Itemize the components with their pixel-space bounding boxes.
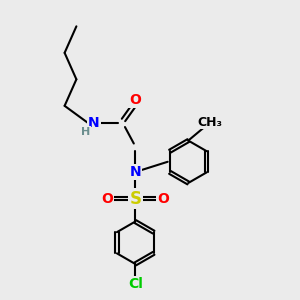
Text: CH₃: CH₃ <box>198 116 223 128</box>
Text: N: N <box>88 116 100 130</box>
Text: N: N <box>130 165 141 179</box>
Text: O: O <box>129 93 141 107</box>
Text: H: H <box>81 127 90 137</box>
Text: Cl: Cl <box>128 277 143 291</box>
Text: S: S <box>129 190 141 208</box>
Text: O: O <box>101 192 113 206</box>
Text: O: O <box>157 192 169 206</box>
